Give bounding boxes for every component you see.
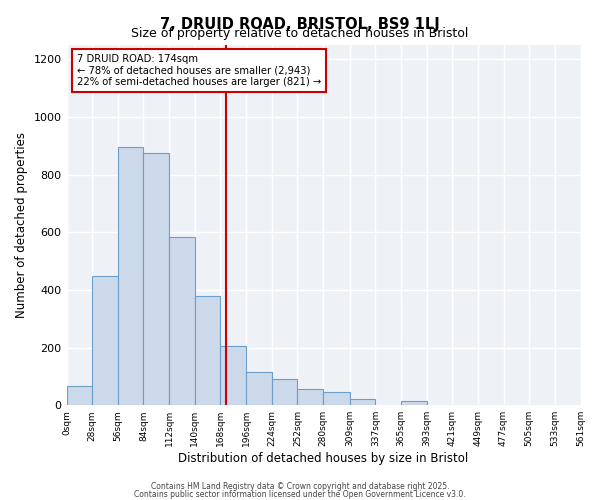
Y-axis label: Number of detached properties: Number of detached properties <box>15 132 28 318</box>
Text: 7, DRUID ROAD, BRISTOL, BS9 1LJ: 7, DRUID ROAD, BRISTOL, BS9 1LJ <box>160 18 440 32</box>
Bar <box>169 236 195 405</box>
Bar <box>350 400 375 405</box>
Bar <box>143 153 169 405</box>
Bar <box>92 276 118 405</box>
Text: Size of property relative to detached houses in Bristol: Size of property relative to detached ho… <box>131 28 469 40</box>
Text: 7 DRUID ROAD: 174sqm
← 78% of detached houses are smaller (2,943)
22% of semi-de: 7 DRUID ROAD: 174sqm ← 78% of detached h… <box>77 54 321 87</box>
Bar <box>195 296 220 405</box>
X-axis label: Distribution of detached houses by size in Bristol: Distribution of detached houses by size … <box>178 452 469 465</box>
Bar <box>67 386 92 405</box>
Bar <box>220 346 246 405</box>
Bar <box>298 390 323 405</box>
Bar <box>401 401 427 405</box>
Bar <box>323 392 350 405</box>
Bar <box>246 372 272 405</box>
Bar <box>118 148 143 405</box>
Text: Contains HM Land Registry data © Crown copyright and database right 2025.: Contains HM Land Registry data © Crown c… <box>151 482 449 491</box>
Text: Contains public sector information licensed under the Open Government Licence v3: Contains public sector information licen… <box>134 490 466 499</box>
Bar <box>272 380 298 405</box>
